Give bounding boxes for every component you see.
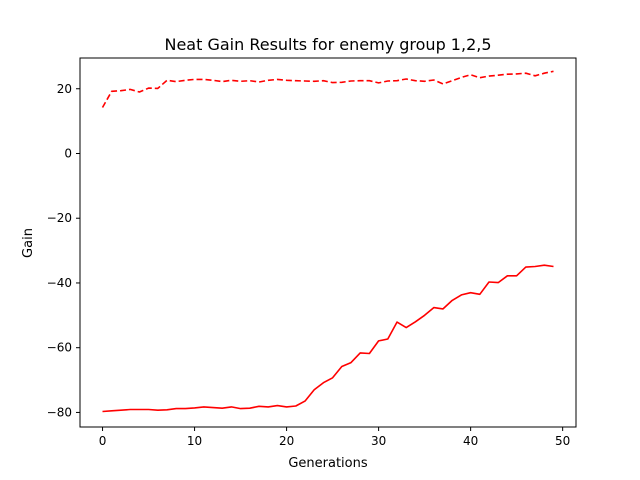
series-group (101, 70, 554, 413)
plot-frame (79, 57, 577, 428)
chart-title: Neat Gain Results for enemy group 1,2,5 (164, 35, 491, 54)
y-tick-label: −20 (47, 211, 72, 225)
y-tick-label: −60 (47, 341, 72, 355)
x-axis-label: Generations (288, 456, 368, 471)
x-tick-label: 40 (463, 434, 478, 448)
axis-ticks: 0 10 20 30 40 50 −80 −60 −40 −20 0 20 (47, 82, 571, 448)
x-tick-label: 10 (187, 434, 202, 448)
x-tick-label: 30 (371, 434, 386, 448)
y-axis-label: Gain (21, 228, 36, 258)
x-tick-label: 20 (279, 434, 294, 448)
y-tick-label: 0 (64, 146, 72, 160)
y-tick-label: 20 (57, 82, 72, 96)
y-tick-label: −40 (47, 276, 72, 290)
x-tick-label: 50 (555, 434, 570, 448)
y-tick-label: −80 (47, 405, 72, 419)
solid-series-line (102, 264, 554, 413)
x-tick-label: 0 (99, 434, 107, 448)
